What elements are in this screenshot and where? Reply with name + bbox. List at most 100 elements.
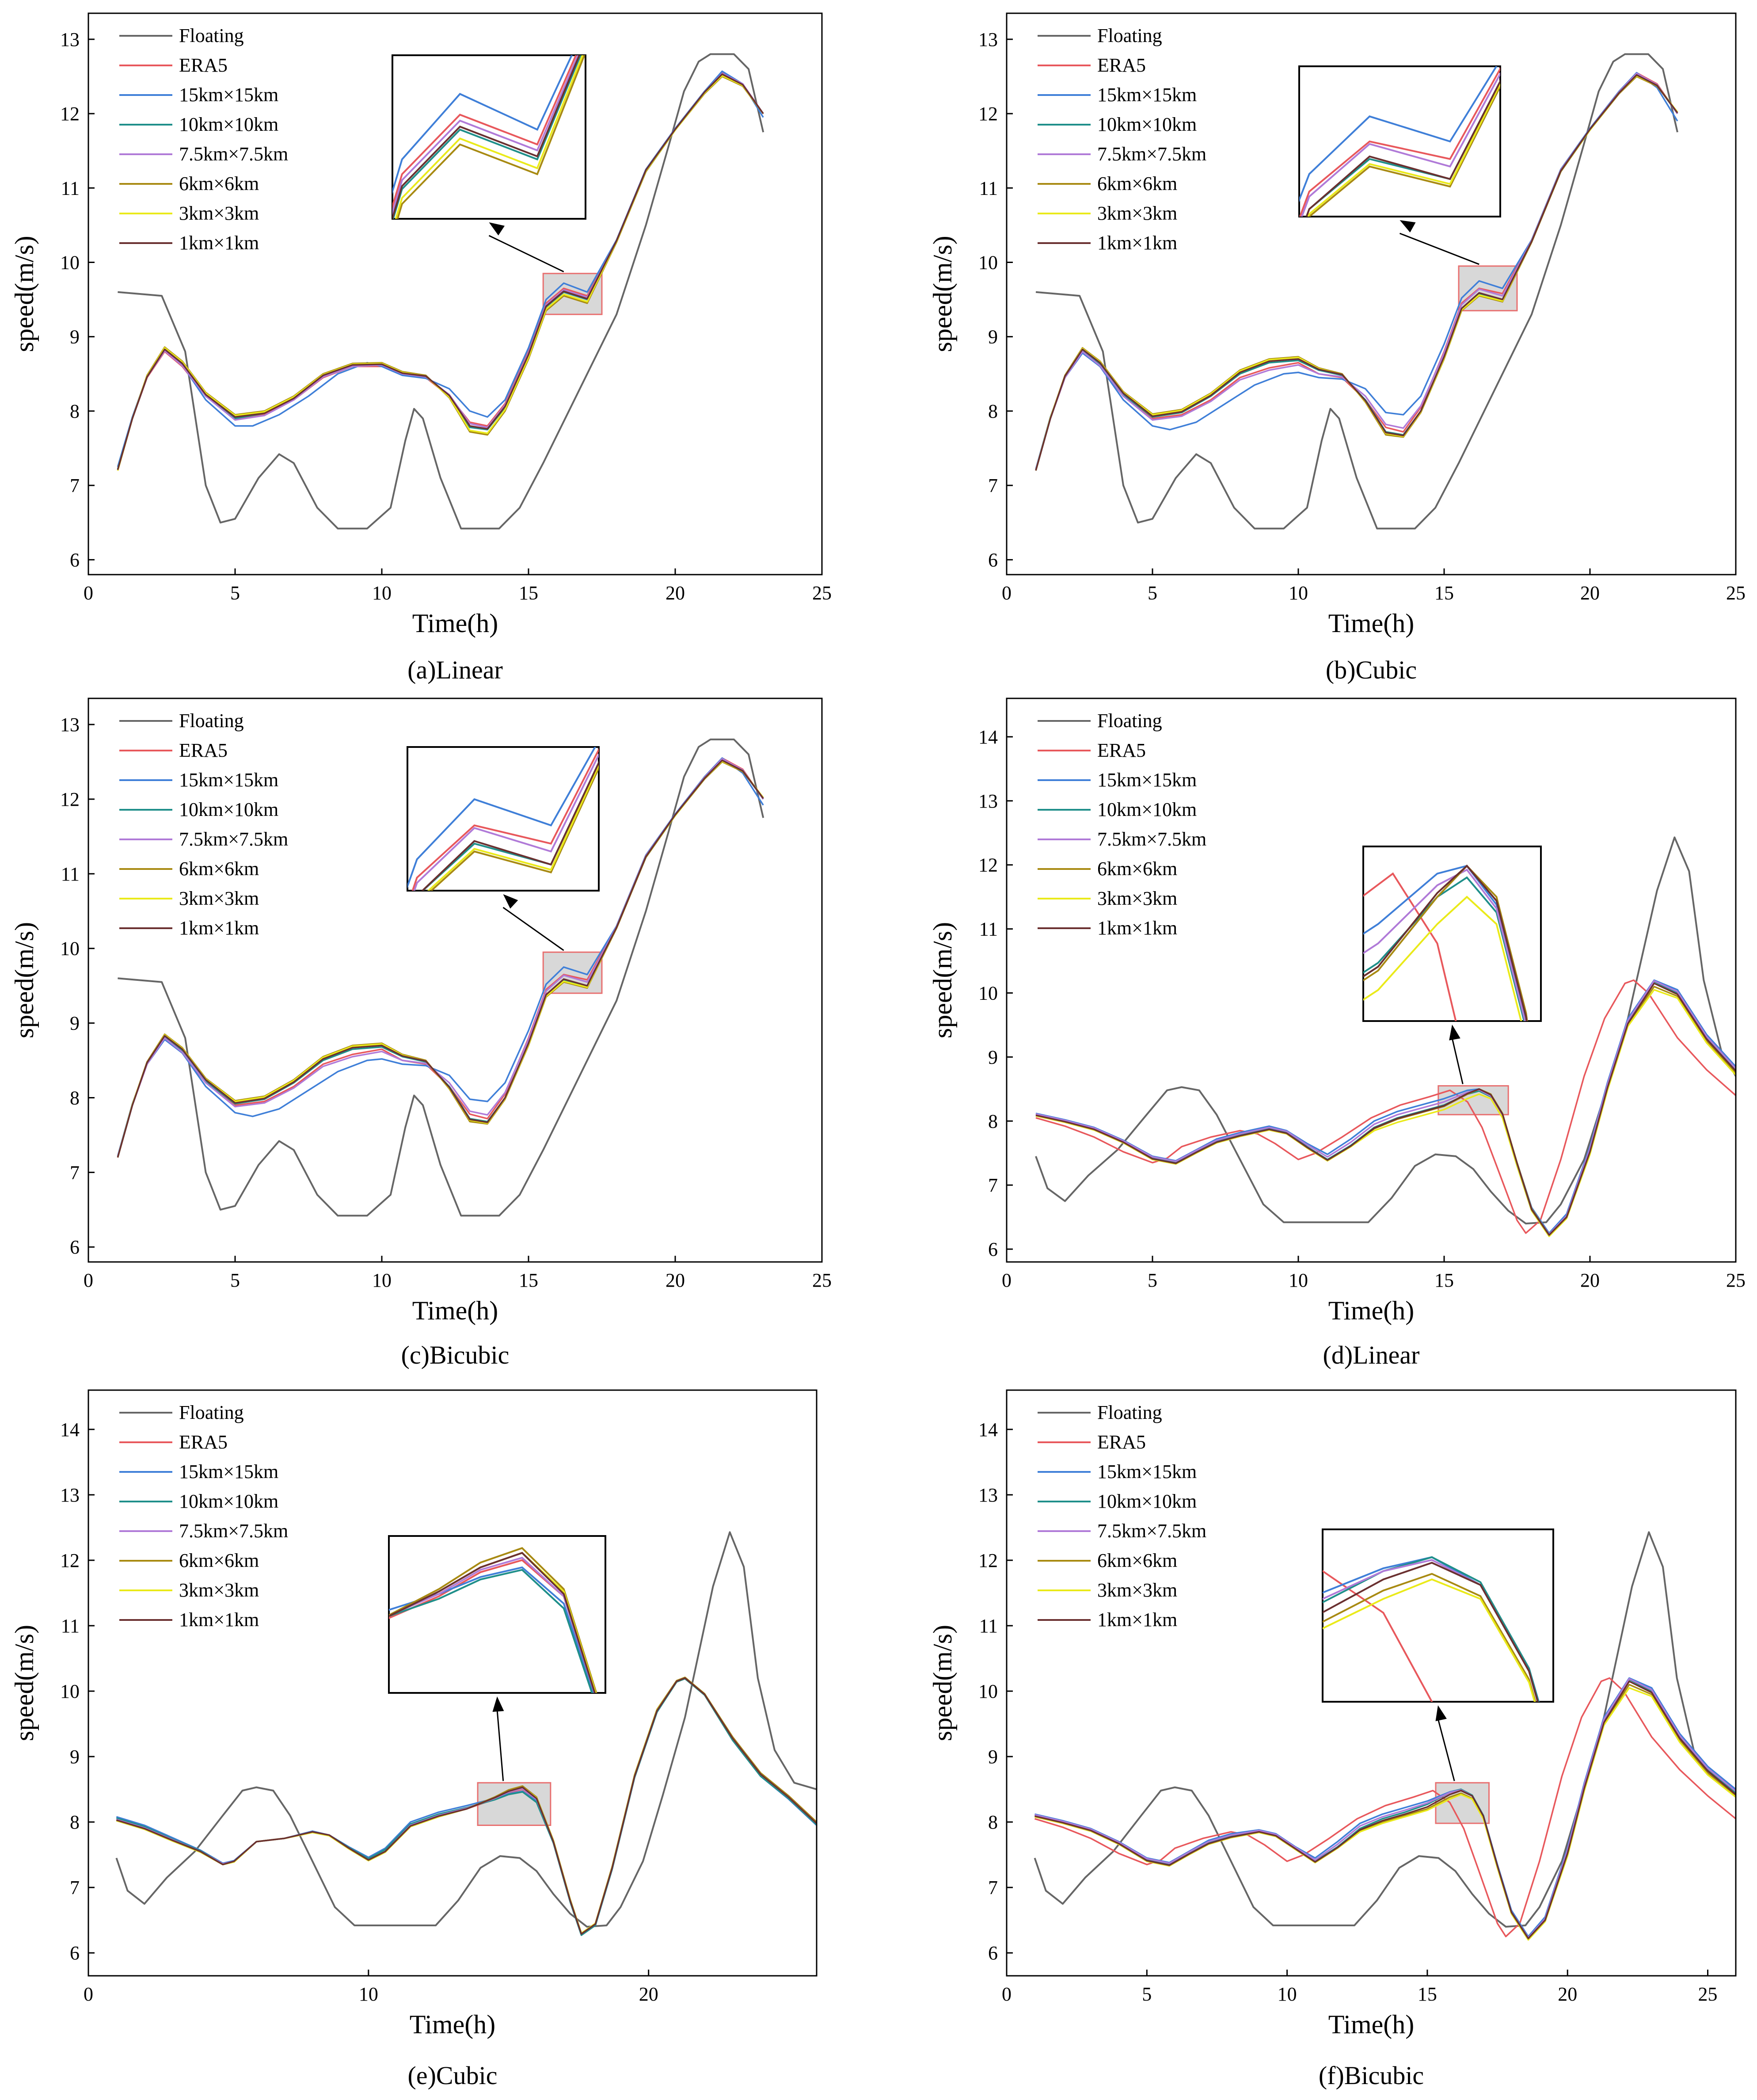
legend-label: Floating [1097,710,1162,732]
y-tick-label: 9 [988,1746,998,1768]
y-tick-label: 8 [988,1110,998,1132]
y-tick-label: 10 [60,252,80,274]
y-axis-label: speed(m/s) [10,922,39,1038]
y-tick-label: 12 [978,103,998,125]
panel-caption: (a)Linear [407,656,503,684]
series-line-0 [1035,836,1736,1225]
chart-panel-d: 0 5 10 15 20 25 6 7 8 9 10 11 12 13 14 Floating ERA5 15km… [928,697,1746,1369]
x-tick-label: 20 [666,582,685,604]
y-tick-label: 7 [70,1877,80,1898]
chart-panel-f: 0 5 10 15 20 25 6 7 8 9 10 11 12 13 14 Floating ERA5 15km… [928,1389,1737,2090]
y-tick-label: 10 [60,938,80,960]
legend-label: 15km×15km [179,769,278,791]
series-line-0 [1035,53,1678,530]
legend-label: 6km×6km [1097,858,1177,880]
x-tick-label: 20 [1580,1269,1600,1291]
legend-label: Floating [179,1402,244,1423]
plot-frame [87,12,823,575]
legend-label: 7.5km×7.5km [179,143,288,165]
y-tick-label: 13 [978,790,998,812]
legend-label: 1km×1km [1097,917,1177,939]
y-tick-label: 14 [978,726,998,748]
x-tick-label: 10 [372,1269,392,1291]
y-tick-label: 11 [979,177,998,199]
legend-label: 7.5km×7.5km [1097,828,1206,850]
x-tick-label: 5 [1148,1269,1157,1291]
inset-line-2 [389,1566,595,1693]
legend-label: 6km×6km [179,858,259,880]
y-tick-label: 8 [70,1087,80,1109]
x-axis-label: Time(h) [410,2010,495,2039]
legend-label: 1km×1km [1097,1609,1177,1631]
chart-panel-e: 0 10 20 6 7 8 9 10 11 12 13 14 Floating ERA5 15km×15km… [10,1389,818,2090]
x-axis-label: Time(h) [1328,2010,1414,2039]
zoom-arrow-head [503,894,518,909]
y-tick-label: 11 [979,1615,998,1637]
legend-label: 6km×6km [1097,1550,1177,1571]
x-tick-label: 20 [639,1983,658,2005]
legend-label: 7.5km×7.5km [179,828,288,850]
legend-label: ERA5 [179,54,228,76]
x-tick-label: 25 [1698,1983,1718,2005]
legend-label: 3km×3km [179,202,259,224]
series-line-6 [1035,989,1736,1237]
legend-label: Floating [1097,1402,1162,1423]
y-tick-label: 10 [978,252,998,274]
legend-label: 1km×1km [179,1609,259,1631]
x-axis-label: Time(h) [1328,1296,1414,1325]
zoom-arrow [1399,232,1479,265]
legend-label: 10km×10km [1097,114,1197,135]
legend-label: 3km×3km [1097,1579,1177,1601]
y-tick-label: 6 [988,549,998,571]
zoom-arrow [488,235,564,273]
y-tick-label: 12 [60,1550,80,1571]
x-axis-label: Time(h) [412,1296,498,1325]
legend-label: 10km×10km [179,1490,278,1512]
panel-caption: (b)Cubic [1326,656,1417,684]
x-tick-label: 0 [84,1269,93,1291]
series-line-7 [1034,1681,1736,1940]
x-tick-label: 15 [1418,1983,1437,2005]
x-tick-label: 5 [230,1269,240,1291]
y-tick-label: 12 [60,789,80,810]
legend-label: Floating [179,710,244,732]
y-tick-label: 6 [988,1239,998,1260]
series-line-7 [116,1677,817,1935]
zoom-arrow [502,907,564,951]
zoom-inset [407,746,600,892]
x-tick-label: 20 [1580,582,1600,604]
y-tick-label: 6 [988,1942,998,1964]
x-tick-label: 0 [1002,582,1012,604]
panel-caption: (e)Cubic [408,2061,498,2090]
legend-label: 15km×15km [179,84,278,106]
x-tick-label: 10 [359,1983,378,2005]
x-tick-label: 25 [812,582,832,604]
y-tick-label: 9 [70,326,80,348]
y-axis-label: speed(m/s) [10,1625,39,1741]
inset-line-4 [389,1556,596,1693]
series-line-0 [1034,1531,1736,1928]
legend-label: 6km×6km [179,1550,259,1571]
y-tick-label: 11 [979,919,998,940]
inset-line-3 [389,1569,593,1693]
panel-caption: (c)Bicubic [401,1341,510,1369]
zoom-arrow [496,1709,504,1781]
legend-label: Floating [179,25,244,46]
zoom-arrow-head [489,222,505,236]
x-tick-label: 5 [230,582,240,604]
x-tick-label: 15 [519,582,538,604]
y-axis-label: speed(m/s) [10,236,39,352]
zoom-inset [1362,846,1542,1022]
x-tick-label: 0 [84,1983,93,2005]
zoom-arrow-head [1449,1025,1460,1040]
series-line-1 [1034,1677,1736,1937]
y-tick-label: 13 [978,1484,998,1506]
y-tick-label: 12 [978,854,998,876]
y-tick-label: 6 [70,1942,80,1964]
y-axis-label: speed(m/s) [928,236,957,352]
x-tick-label: 0 [1002,1269,1012,1291]
x-tick-label: 0 [84,582,93,604]
x-axis-label: Time(h) [412,609,498,638]
y-axis-label: speed(m/s) [928,1625,957,1741]
